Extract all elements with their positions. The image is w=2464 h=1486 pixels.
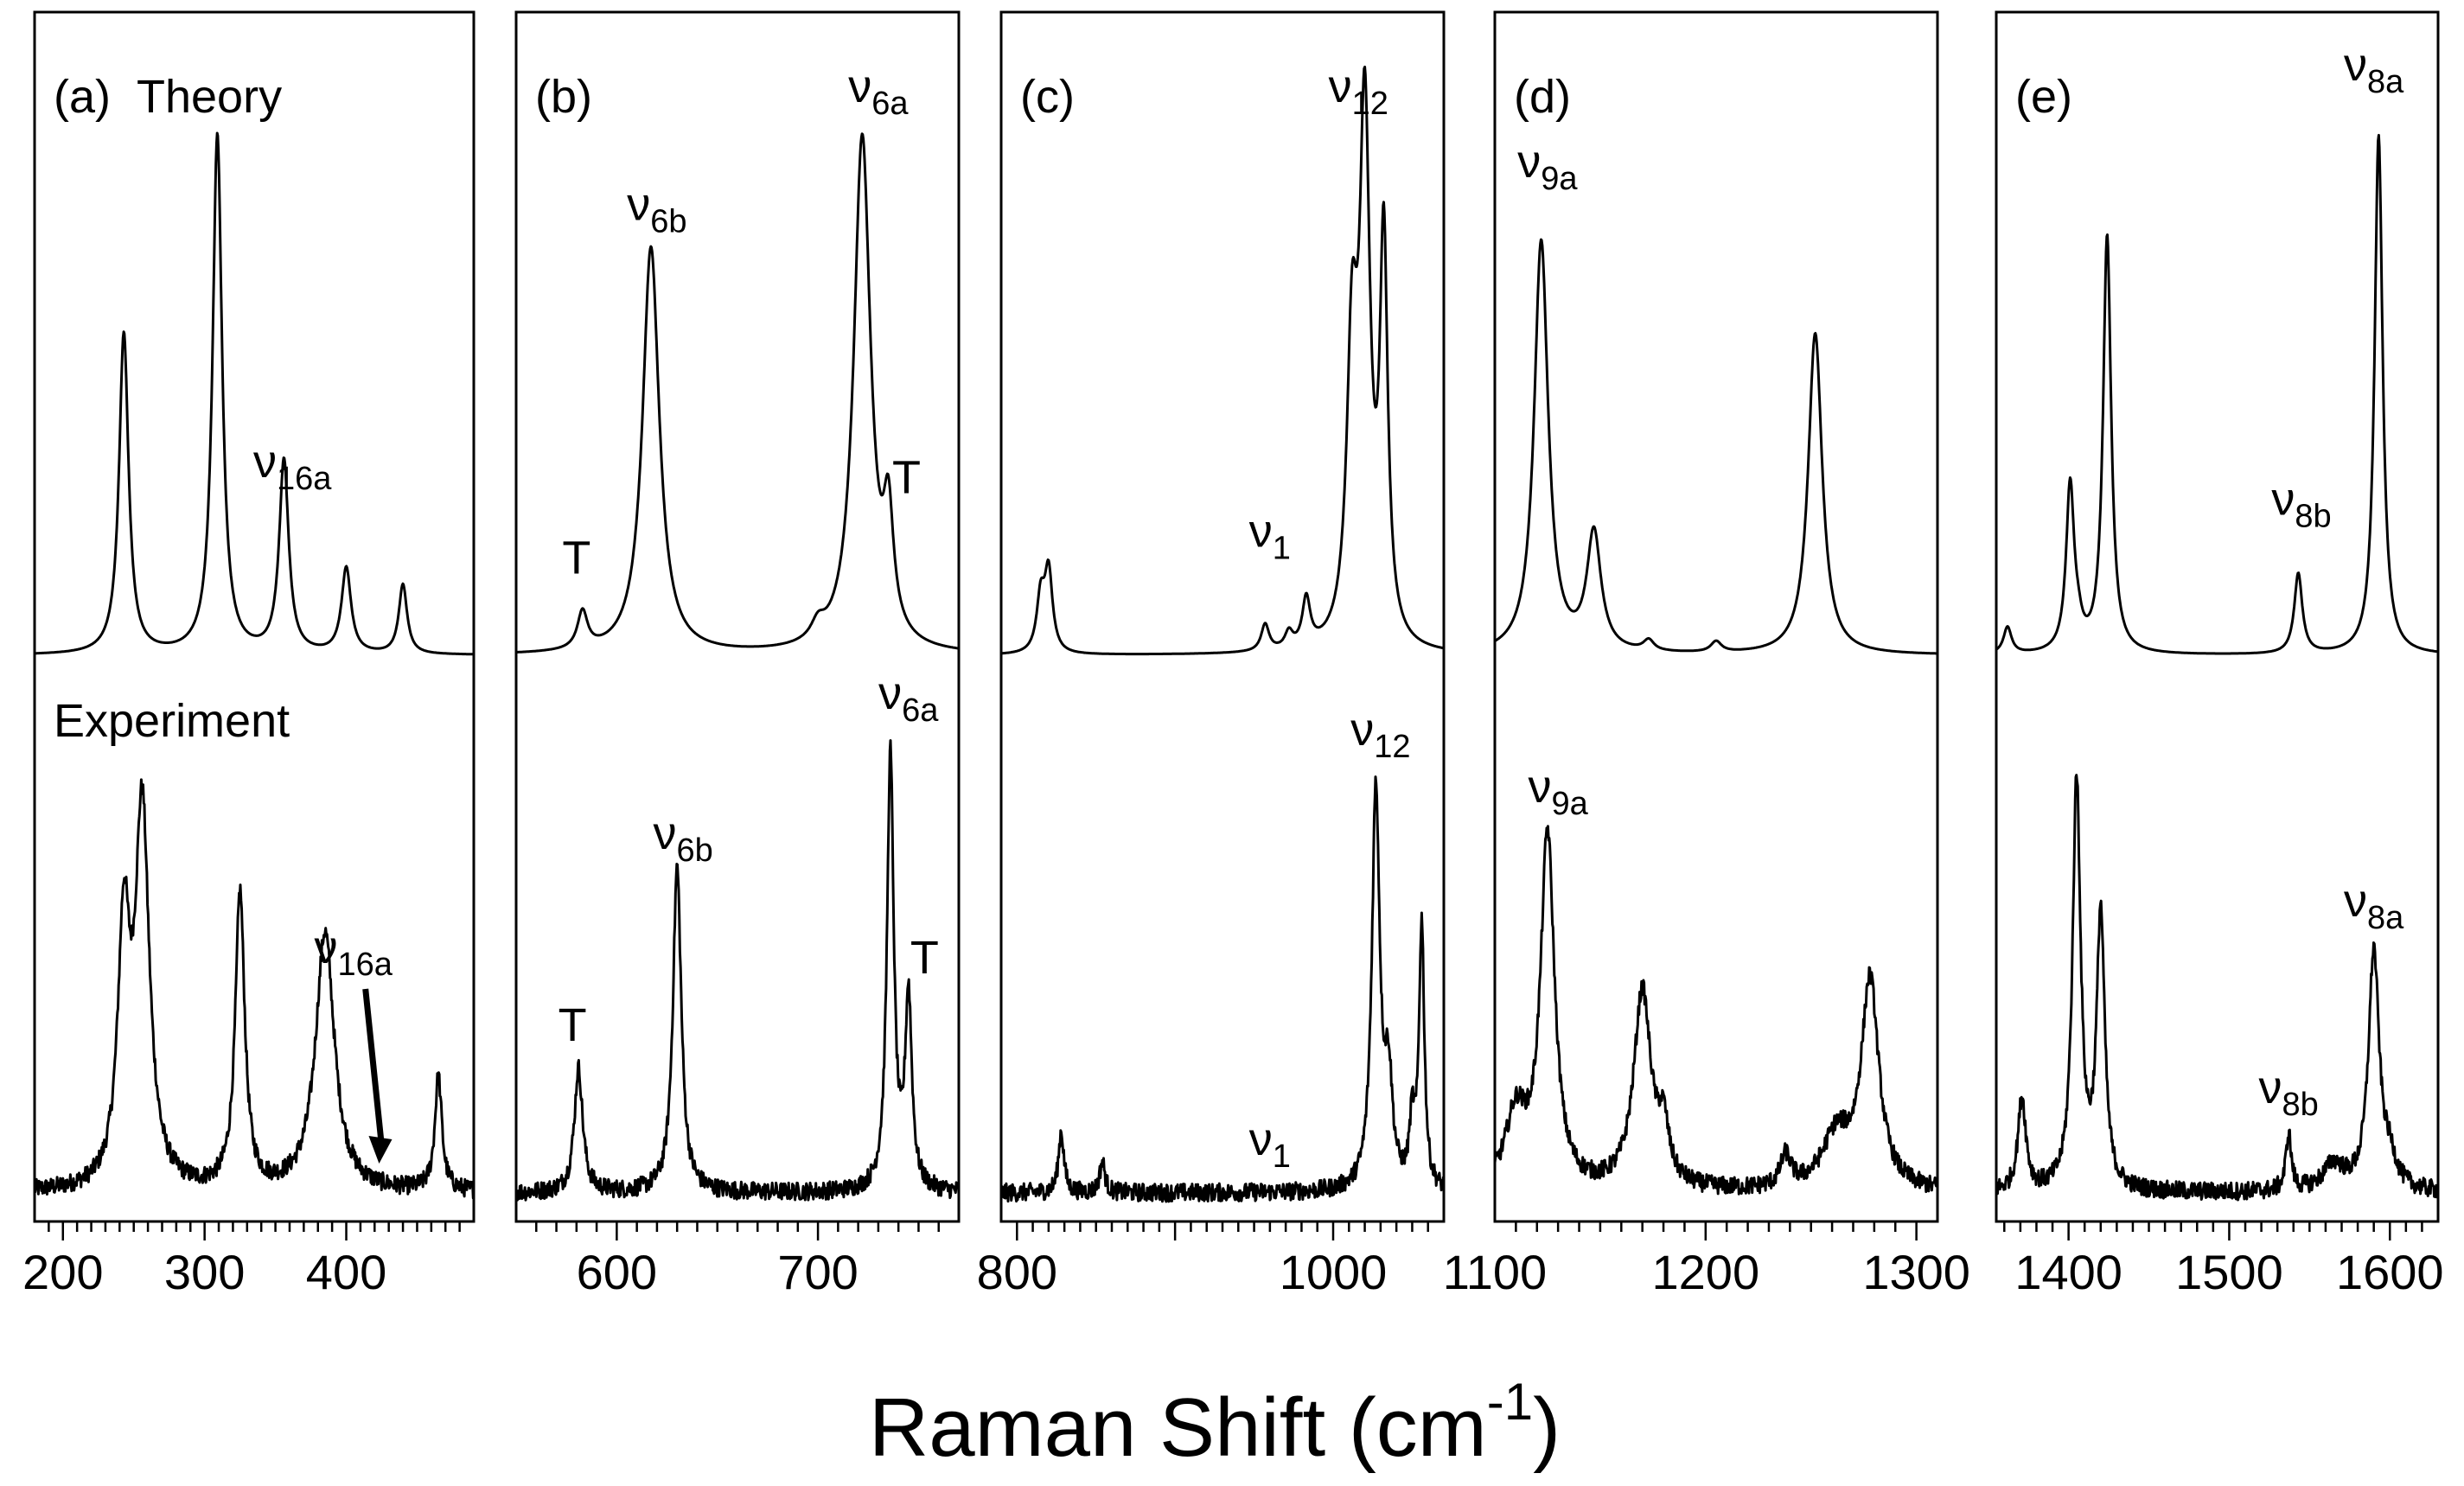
x-tick-label: 200 bbox=[22, 1245, 103, 1299]
panel-label: (b) bbox=[535, 71, 592, 123]
peak-label: ν9a bbox=[1517, 136, 1578, 197]
peak-label: ν6b bbox=[654, 807, 713, 869]
panel-a: 200 300 400 (a) Theory Experiment ν16a ν16a bbox=[22, 10, 476, 1299]
experiment-spectrum-line bbox=[1493, 825, 1939, 1196]
panel-label: (a) bbox=[54, 71, 111, 123]
peak-label: ν8b bbox=[2259, 1062, 2319, 1123]
x-tick-label: 1600 bbox=[2336, 1245, 2444, 1299]
experiment-spectrum-line bbox=[33, 778, 475, 1200]
x-tick-label: 1500 bbox=[2175, 1245, 2283, 1299]
peak-label: ν8b bbox=[2271, 473, 2331, 534]
experiment-spectrum-line bbox=[515, 739, 961, 1202]
panel-e: 1400 1500 1600 (e) ν8a ν8b ν8a ν8b bbox=[1995, 10, 2444, 1299]
panel-frame bbox=[1493, 10, 1939, 1223]
row-label-theory: Theory bbox=[137, 71, 282, 123]
peak-arrow-head bbox=[368, 1136, 393, 1164]
peak-label: T bbox=[562, 533, 590, 584]
peak-label: ν6a bbox=[848, 61, 909, 122]
x-tick-label: 1000 bbox=[1280, 1245, 1388, 1299]
experiment-spectrum-line bbox=[999, 775, 1446, 1203]
peak-arrow-shaft bbox=[362, 988, 385, 1147]
x-tick-label: 300 bbox=[164, 1245, 245, 1299]
theory-spectrum-line bbox=[515, 132, 960, 654]
x-tick-label: 800 bbox=[977, 1245, 1057, 1299]
x-tick-label: 1100 bbox=[1443, 1245, 1547, 1299]
panel-c: 800 1000 (c) ν12 ν1 ν12 ν1 bbox=[977, 10, 1446, 1299]
peak-label: T bbox=[910, 932, 939, 984]
peak-label: T bbox=[892, 452, 921, 504]
peak-label: ν16a bbox=[315, 922, 393, 983]
theory-spectrum-line bbox=[1995, 133, 2439, 655]
x-axis-title: Raman Shift (cm-1) bbox=[869, 1373, 1561, 1474]
peak-label: ν8a bbox=[2344, 39, 2404, 100]
peak-label: ν1 bbox=[1249, 1113, 1291, 1175]
panel-label: (e) bbox=[2015, 71, 2072, 123]
panel-frame bbox=[33, 10, 476, 1223]
panel-label: (c) bbox=[1020, 71, 1075, 123]
peak-label: ν6b bbox=[627, 178, 686, 239]
experiment-spectrum-line bbox=[1995, 774, 2440, 1202]
panel-frame bbox=[999, 10, 1446, 1223]
theory-spectrum-line bbox=[34, 131, 475, 656]
theory-spectrum-line bbox=[1000, 65, 1445, 656]
peak-label: ν12 bbox=[1329, 61, 1388, 122]
x-tick-label: 700 bbox=[777, 1245, 858, 1299]
peak-label: ν9a bbox=[1529, 761, 1589, 822]
panel-label: (d) bbox=[1514, 71, 1571, 123]
peak-label: ν16a bbox=[253, 436, 332, 497]
x-tick-label: 600 bbox=[577, 1245, 657, 1299]
x-tick-label: 1200 bbox=[1652, 1245, 1760, 1299]
peak-label: ν6a bbox=[878, 667, 939, 729]
x-tick-label: 1400 bbox=[2014, 1245, 2122, 1299]
panel-d: 1100 1200 1300 (d) ν9a ν9a bbox=[1443, 10, 1970, 1299]
peak-label: ν12 bbox=[1350, 704, 1410, 765]
x-tick-label: 400 bbox=[306, 1245, 386, 1299]
x-tick-label: 1300 bbox=[1862, 1245, 1970, 1299]
panel-frame bbox=[1995, 10, 2440, 1223]
panels-layer: 200 300 400 (a) Theory Experiment ν16a ν16a 600 7… bbox=[22, 10, 2444, 1299]
peak-label: T bbox=[559, 999, 587, 1051]
peak-label: ν1 bbox=[1249, 506, 1291, 567]
peak-label: ν8a bbox=[2344, 875, 2404, 936]
row-label-experiment: Experiment bbox=[54, 695, 290, 747]
theory-spectrum-line bbox=[1494, 238, 1938, 655]
